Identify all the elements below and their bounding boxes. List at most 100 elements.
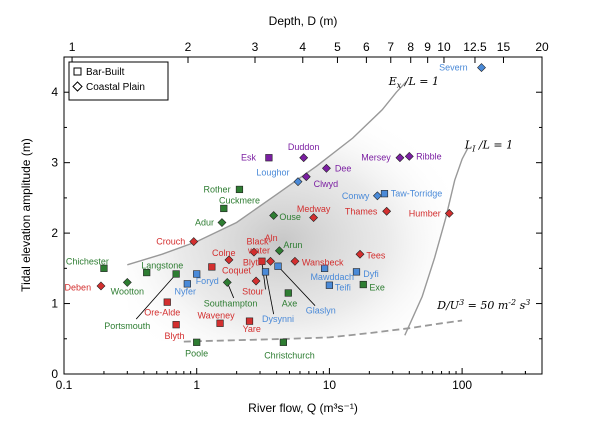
legend-marker-diamond <box>72 81 83 92</box>
curve-label-1: LI /L = 1 <box>464 139 513 154</box>
point-label: Axe <box>282 299 298 309</box>
point-square <box>245 317 254 325</box>
point-label: Wootton <box>111 287 144 297</box>
point-square <box>193 270 201 278</box>
point-label: Dyfi <box>363 269 379 279</box>
point-label: Rother <box>204 184 231 194</box>
point-label: Ribble <box>416 151 442 161</box>
shaded-region <box>127 78 473 342</box>
point-label: Stour <box>242 287 264 297</box>
curve-label-2: D/U3 = 50 m-2 s3 <box>436 298 530 312</box>
point-label: Dee <box>335 163 352 173</box>
top-tick-label: 10 <box>437 40 451 54</box>
point-label: Ore-Alde <box>144 308 180 318</box>
point-label: Duddon <box>288 142 320 152</box>
legend-label-coastal-plain: Coastal Plain <box>86 82 145 93</box>
top-tick-label: 2 <box>185 40 192 54</box>
point-diamond <box>404 151 414 161</box>
point-label: Medway <box>297 204 331 214</box>
point-diamond <box>269 211 279 220</box>
legend: Bar-Built Coastal Plain <box>68 61 169 101</box>
point-diamond <box>96 281 106 291</box>
point-square <box>261 268 270 276</box>
point-square <box>274 262 282 270</box>
point-square <box>193 338 201 346</box>
point-label: Teifi <box>335 282 351 292</box>
y-tick-label: 0 <box>51 367 58 381</box>
top-tick-label: 9 <box>424 40 431 54</box>
point-label: Yare <box>243 324 261 334</box>
point-square <box>208 263 216 271</box>
point-label: Colne <box>212 248 236 258</box>
point-label: water <box>247 246 270 256</box>
point-label: Humber <box>409 208 441 218</box>
point-label: Nyfer <box>175 287 197 297</box>
point-diamond <box>217 218 227 227</box>
point-label: Black- <box>247 237 272 247</box>
legend-box <box>68 61 169 101</box>
x-tick-label: 100 <box>452 378 472 392</box>
curve-label-0: Ex /L = 1 <box>388 75 439 90</box>
point-square <box>100 264 108 272</box>
point-diamond <box>355 249 365 259</box>
point-label: Clwyd <box>314 179 339 189</box>
point-label: Ouse <box>279 212 301 222</box>
leader-line <box>277 265 316 306</box>
top-tick-label: 5 <box>334 40 341 54</box>
point-square <box>143 268 151 277</box>
point-diamond <box>382 206 392 216</box>
point-diamond <box>224 255 234 265</box>
point-square <box>279 338 287 346</box>
point-label: Mersey <box>361 153 391 163</box>
point-diamond <box>299 153 309 163</box>
point-square <box>284 289 292 297</box>
point-square <box>380 190 389 198</box>
point-diamond <box>322 163 331 173</box>
legend-label-bar-built: Bar-Built <box>86 67 125 78</box>
point-label: Poole <box>185 349 208 359</box>
point-label: Severn <box>439 63 468 73</box>
point-label: Blyth <box>164 331 184 341</box>
point-diamond <box>189 237 199 246</box>
point-label: Portsmouth <box>104 321 150 331</box>
legend-marker-square <box>73 67 82 76</box>
top-tick-label: 12.5 <box>463 40 487 54</box>
point-square <box>183 280 191 288</box>
point-square <box>325 281 334 289</box>
shade-area <box>127 78 473 342</box>
x-tick-label: 10 <box>323 378 337 392</box>
point-diamond <box>293 177 303 187</box>
point-square <box>163 298 171 306</box>
point-square <box>216 319 224 327</box>
point-diamond <box>444 208 454 218</box>
curve-1 <box>404 148 469 336</box>
point-diamond <box>290 256 300 266</box>
x-tick-label: 0.1 <box>56 378 73 392</box>
top-tick-label: 7 <box>387 40 394 54</box>
point-label: Esk <box>241 153 257 163</box>
top-axis-label: Depth, D (m) <box>269 14 338 28</box>
point-label: Aln <box>265 233 278 243</box>
x-axis-label: River flow, Q (m³s⁻¹) <box>248 401 358 415</box>
point-label: Crouch <box>156 237 185 247</box>
point-square <box>320 264 329 272</box>
point-diamond <box>222 277 232 287</box>
leader-line <box>265 271 275 315</box>
point-label: Loughor <box>256 168 289 178</box>
point-label: Foryd <box>196 276 219 286</box>
point-square <box>235 185 244 194</box>
point-diamond <box>266 256 275 266</box>
point-square <box>258 257 266 265</box>
point-diamond <box>301 172 311 182</box>
top-tick-label: 4 <box>299 40 306 54</box>
point-label: Chichester <box>66 256 109 266</box>
point-square <box>172 270 180 278</box>
point-label: Cuckmere <box>219 196 260 206</box>
point-label: Mawddach <box>310 272 354 282</box>
y-tick-label: 2 <box>51 226 58 240</box>
x-tick-label: 1 <box>193 378 200 392</box>
point-diamond <box>395 153 405 163</box>
point-label: Conwy <box>342 191 370 201</box>
y-tick-label: 4 <box>51 85 58 99</box>
